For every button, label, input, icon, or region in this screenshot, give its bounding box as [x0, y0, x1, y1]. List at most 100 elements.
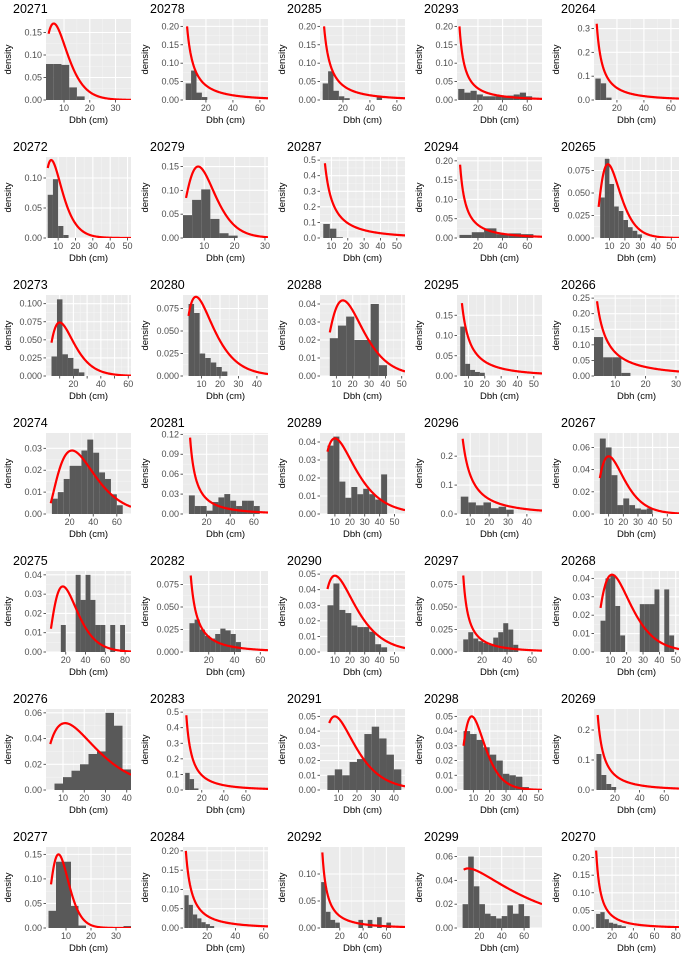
density-curve — [184, 850, 268, 928]
histogram-bar — [192, 914, 198, 928]
y-tick-label: 0.15 — [24, 28, 42, 38]
x-tick-label: 10 — [604, 241, 614, 251]
histogram-bar — [473, 638, 479, 652]
histogram-bar — [62, 354, 68, 376]
y-tick-label: 0.075 — [156, 304, 179, 314]
plot-background — [320, 19, 405, 100]
histogram-bar — [476, 739, 484, 790]
histogram-bar — [322, 83, 329, 100]
y-tick-label: 0.03 — [298, 741, 316, 751]
histogram-bar — [603, 357, 613, 376]
histogram-bar — [606, 97, 612, 100]
x-tick-label: 20 — [343, 241, 353, 251]
x-axis-label: Dbh (cm) — [69, 253, 108, 264]
x-tick-label: 40 — [498, 241, 508, 251]
y-tick-label: 0.20 — [161, 21, 179, 31]
histogram-bar — [479, 372, 485, 376]
histogram-bar — [600, 83, 607, 100]
histogram-bar — [344, 98, 350, 100]
histogram-bar — [501, 916, 508, 928]
plot-background — [457, 433, 542, 514]
x-tick-label: 30 — [360, 655, 370, 665]
density-curve — [184, 165, 268, 238]
histogram-panel-20293: 20293 20 40 60 0.00 0.05 0.10 0.15 0.20 Dbh (cm) d… — [414, 2, 542, 126]
histogram-bar — [99, 472, 106, 514]
x-tick-label: 20 — [607, 931, 617, 941]
y-tick-label: 0.05 — [435, 711, 453, 721]
y-tick-label: 0.05 — [298, 711, 316, 721]
histogram-bar — [463, 731, 471, 790]
histogram-panel-20291: 20291 10 20 30 40 0.00 0.01 0.02 0.03 0.04 0.05 Dbh… — [277, 692, 405, 816]
x-tick-label: 60 — [241, 793, 251, 803]
y-axis-label: density — [551, 596, 562, 626]
histogram-bar — [623, 220, 628, 238]
histogram-bar — [351, 487, 358, 514]
x-tick-label: 20 — [345, 655, 355, 665]
histogram-panel-20277: 20277 10 20 30 0.00 0.05 0.10 0.15 Dbh (cm) densi… — [3, 830, 131, 954]
x-tick-label: 20 — [335, 931, 345, 941]
y-tick-label: 0.4 — [303, 171, 316, 181]
x-tick-label: 50 — [534, 793, 544, 803]
x-tick-label: 30 — [501, 793, 511, 803]
panel-title: 20282 — [150, 554, 185, 568]
y-tick-label: 0.25 — [572, 293, 590, 303]
y-tick-label: 0.02 — [24, 465, 42, 475]
histogram-bar — [610, 574, 616, 652]
histogram-bar — [201, 922, 206, 928]
histogram-bar — [508, 629, 514, 652]
histogram-bar — [342, 775, 350, 790]
y-tick-label: 0.10 — [161, 58, 179, 68]
y-tick-label: 0.10 — [24, 50, 42, 60]
y-axis-label: density — [3, 872, 14, 902]
x-axis-label: Dbh (cm) — [69, 529, 108, 540]
density-curve — [460, 302, 542, 375]
y-tick-label: 0.00 — [24, 95, 42, 105]
x-tick-label: 30 — [633, 517, 643, 527]
y-tick-label: 0.0 — [577, 785, 590, 795]
x-tick-label: 30 — [88, 241, 98, 251]
y-tick-label: 0.02 — [298, 756, 316, 766]
y-tick-label: 0.00 — [161, 95, 179, 105]
y-axis-label: density — [551, 182, 562, 212]
x-axis-label: Dbh (cm) — [206, 667, 245, 678]
histogram-bar — [206, 510, 213, 514]
y-tick-label: 0.03 — [24, 443, 42, 453]
panel-title: 20267 — [561, 416, 596, 430]
y-tick-label: 0.20 — [435, 156, 453, 166]
y-tick-label: 0.15 — [435, 310, 453, 320]
panel-title: 20293 — [424, 2, 459, 16]
histogram-bar — [501, 96, 508, 100]
y-axis-label: density — [414, 458, 425, 488]
x-tick-label: 40 — [522, 517, 532, 527]
x-tick-label: 30 — [360, 517, 370, 527]
density-curve — [322, 26, 405, 100]
x-tick-label: 20 — [473, 241, 483, 251]
y-tick-label: 0.05 — [435, 351, 453, 361]
y-tick-label: 0.2 — [577, 725, 590, 735]
y-axis-label: density — [3, 596, 14, 626]
x-tick-label: 20 — [474, 931, 484, 941]
panel-title: 20295 — [424, 278, 459, 292]
density-curve — [187, 295, 268, 376]
histogram-bar — [515, 776, 523, 790]
panel-title: 20290 — [287, 554, 322, 568]
y-tick-label: 0.10 — [298, 869, 316, 879]
histogram-bar — [479, 904, 485, 928]
x-tick-label: 20 — [473, 103, 483, 113]
x-axis-label: Dbh (cm) — [617, 805, 656, 816]
y-tick-label: 0.000 — [156, 371, 179, 381]
x-axis-label: Dbh (cm) — [480, 943, 519, 954]
x-tick-label: 40 — [380, 379, 390, 389]
y-tick-label: 0.15 — [435, 175, 453, 185]
y-tick-label: 0.01 — [298, 770, 316, 780]
x-tick-label: 30 — [496, 379, 506, 389]
plot-background — [457, 19, 542, 100]
y-tick-label: 0.02 — [435, 756, 453, 766]
x-tick-label: 10 — [330, 655, 340, 665]
density-curve — [599, 573, 679, 651]
y-axis-label: density — [414, 320, 425, 350]
x-tick-label: 20 — [345, 517, 355, 527]
histogram-bar — [97, 751, 106, 790]
histogram-panel-20288: 20288 10 20 30 40 50 0.00 0.01 0.02 0.03 0.04 Dbh (… — [277, 278, 407, 402]
histogram-bar — [333, 90, 339, 100]
